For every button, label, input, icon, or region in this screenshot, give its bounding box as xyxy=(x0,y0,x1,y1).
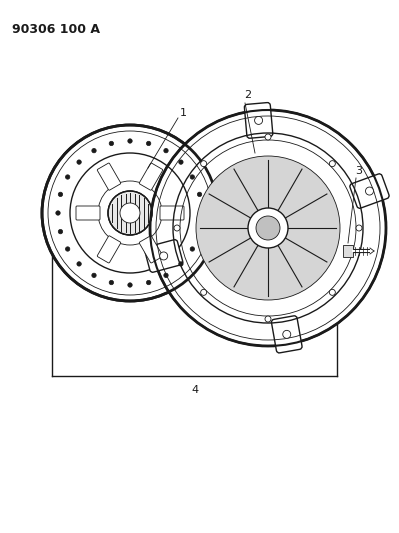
Circle shape xyxy=(356,225,362,231)
Circle shape xyxy=(365,187,373,195)
Circle shape xyxy=(146,280,151,285)
FancyBboxPatch shape xyxy=(139,236,163,263)
FancyBboxPatch shape xyxy=(350,174,389,208)
Circle shape xyxy=(58,229,63,234)
Text: 3: 3 xyxy=(356,166,363,176)
Circle shape xyxy=(255,116,263,124)
Circle shape xyxy=(265,134,271,140)
Circle shape xyxy=(128,139,132,143)
FancyBboxPatch shape xyxy=(160,206,184,220)
Circle shape xyxy=(92,273,96,278)
Circle shape xyxy=(109,280,114,285)
Circle shape xyxy=(248,208,288,248)
Circle shape xyxy=(108,191,152,235)
Circle shape xyxy=(42,125,218,301)
Circle shape xyxy=(56,211,60,215)
Circle shape xyxy=(190,175,195,179)
Circle shape xyxy=(200,211,204,215)
Text: 4: 4 xyxy=(191,385,198,395)
FancyBboxPatch shape xyxy=(76,206,100,220)
Circle shape xyxy=(256,216,280,240)
FancyBboxPatch shape xyxy=(144,240,183,272)
Circle shape xyxy=(164,149,168,153)
Circle shape xyxy=(160,252,168,260)
Circle shape xyxy=(329,160,335,167)
Text: 2: 2 xyxy=(245,90,251,100)
Circle shape xyxy=(198,229,202,234)
FancyBboxPatch shape xyxy=(343,245,353,257)
Circle shape xyxy=(190,247,195,251)
Circle shape xyxy=(283,330,291,338)
Circle shape xyxy=(58,192,63,197)
Text: 1: 1 xyxy=(180,108,186,118)
Circle shape xyxy=(265,316,271,322)
FancyBboxPatch shape xyxy=(97,236,121,263)
Circle shape xyxy=(65,247,70,251)
Circle shape xyxy=(120,203,140,223)
Circle shape xyxy=(128,283,132,287)
Circle shape xyxy=(146,141,151,146)
FancyBboxPatch shape xyxy=(245,102,273,138)
Circle shape xyxy=(329,289,335,295)
Circle shape xyxy=(179,262,183,266)
Circle shape xyxy=(77,262,81,266)
Circle shape xyxy=(65,175,70,179)
Circle shape xyxy=(201,160,207,167)
Circle shape xyxy=(196,156,340,300)
Circle shape xyxy=(77,160,81,164)
Circle shape xyxy=(92,149,96,153)
Circle shape xyxy=(201,289,207,295)
Circle shape xyxy=(198,192,202,197)
Circle shape xyxy=(179,160,183,164)
FancyBboxPatch shape xyxy=(271,316,302,353)
FancyBboxPatch shape xyxy=(139,163,163,190)
Text: 90306 100 A: 90306 100 A xyxy=(12,23,100,36)
Circle shape xyxy=(150,110,386,346)
Circle shape xyxy=(174,225,180,231)
FancyBboxPatch shape xyxy=(97,163,121,190)
Circle shape xyxy=(164,273,168,278)
Circle shape xyxy=(109,141,114,146)
